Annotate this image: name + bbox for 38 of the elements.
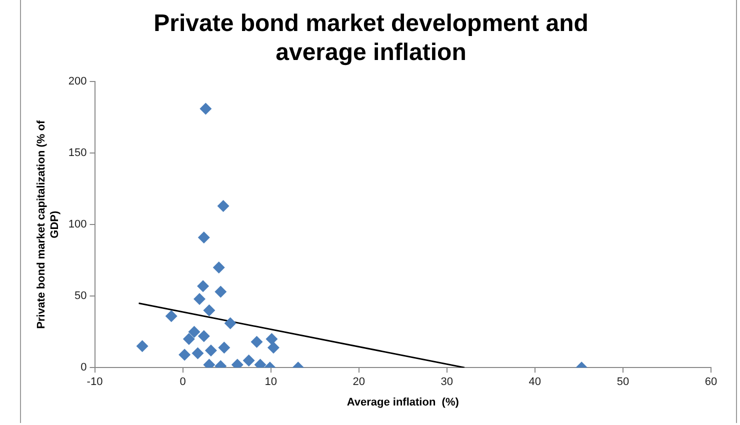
y-axis-title: Private bond market capitalization (% of GDP) bbox=[36, 120, 61, 329]
point bbox=[178, 348, 191, 361]
point bbox=[242, 354, 255, 366]
point bbox=[217, 200, 230, 212]
point bbox=[212, 262, 225, 274]
point bbox=[203, 304, 216, 316]
point bbox=[198, 231, 210, 244]
chart-title: Private bond market development and average inflation bbox=[154, 10, 588, 66]
point bbox=[192, 347, 204, 360]
point bbox=[266, 333, 278, 345]
point bbox=[224, 317, 236, 330]
point bbox=[214, 286, 227, 298]
x-tick-label: 60 bbox=[704, 376, 718, 388]
point bbox=[194, 292, 206, 305]
y-tick-label: 150 bbox=[68, 147, 87, 160]
y-tick-label: 0 bbox=[80, 362, 87, 374]
x-tick-label: 30 bbox=[440, 376, 454, 388]
x-tick-label: -10 bbox=[86, 376, 103, 388]
point bbox=[250, 336, 263, 348]
point bbox=[267, 342, 280, 354]
point bbox=[165, 310, 178, 322]
point bbox=[198, 330, 210, 342]
point bbox=[182, 333, 195, 345]
point bbox=[200, 102, 212, 115]
y-tick-label: 100 bbox=[68, 218, 87, 231]
y-tick-label: 50 bbox=[74, 290, 87, 302]
x-tick-label: 50 bbox=[616, 376, 630, 388]
point bbox=[188, 326, 200, 338]
x-tick-label: 40 bbox=[528, 376, 542, 388]
point bbox=[218, 342, 230, 354]
point bbox=[197, 280, 210, 292]
point bbox=[204, 344, 217, 356]
point bbox=[136, 340, 148, 352]
x-tick-label: 0 bbox=[180, 376, 186, 388]
x-tick-label: 20 bbox=[352, 376, 365, 388]
x-axis-title: Average inflation (%) bbox=[346, 396, 460, 408]
y-tick-label: 200 bbox=[68, 76, 87, 88]
x-tick-label: 10 bbox=[264, 376, 277, 388]
